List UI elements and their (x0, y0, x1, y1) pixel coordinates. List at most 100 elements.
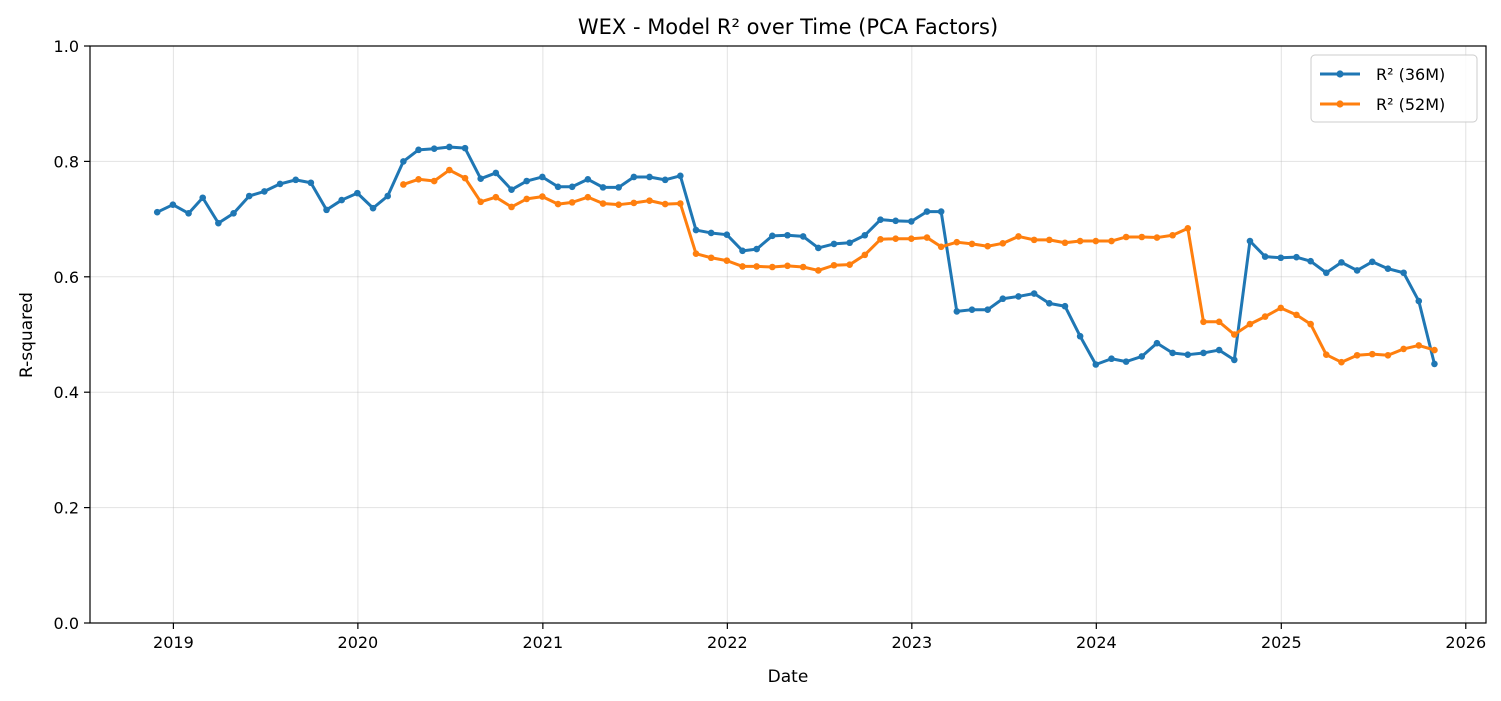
data-point (692, 250, 700, 258)
data-point (1368, 350, 1376, 358)
data-point (1322, 351, 1330, 358)
data-point (1215, 318, 1223, 326)
y-tick-label: 0.4 (54, 383, 79, 402)
data-point (646, 173, 653, 181)
data-point (523, 177, 530, 185)
data-point (753, 263, 760, 270)
data-point (937, 243, 945, 251)
data-point (230, 210, 237, 217)
data-point (1122, 358, 1130, 365)
data-point (1431, 346, 1438, 354)
data-point (661, 200, 669, 208)
data-point (1076, 237, 1084, 245)
data-point (999, 240, 1007, 247)
data-point (584, 175, 592, 183)
data-point (539, 173, 546, 181)
data-point (400, 181, 407, 188)
data-point (877, 235, 884, 243)
data-point (492, 193, 500, 201)
y-tick-label: 1.0 (54, 37, 79, 56)
series-line (401, 168, 1436, 364)
data-point (307, 179, 315, 187)
data-point (1061, 239, 1069, 247)
data-point (1231, 331, 1238, 338)
legend-marker-36m (1336, 70, 1344, 78)
data-point (384, 192, 392, 200)
data-point (415, 175, 422, 183)
data-point (461, 144, 469, 152)
data-point (199, 194, 207, 202)
data-point (877, 216, 884, 223)
data-point (1338, 259, 1345, 266)
x-tick-label: 2023 (891, 633, 932, 652)
series-line (155, 145, 1436, 366)
data-point (615, 201, 622, 208)
data-point (968, 240, 976, 248)
data-point (984, 242, 991, 250)
data-point (323, 206, 330, 214)
data-point (999, 295, 1007, 303)
data-point (1307, 257, 1314, 265)
data-point (707, 254, 715, 262)
data-point (1400, 345, 1407, 353)
data-point (923, 208, 931, 215)
data-point (554, 183, 562, 191)
data-point (539, 193, 546, 200)
data-point (861, 231, 869, 239)
data-point (830, 240, 838, 248)
data-point (215, 219, 222, 227)
data-point (846, 239, 853, 247)
legend: R² (36M) R² (52M) (1310, 54, 1478, 123)
data-point (892, 217, 899, 225)
data-point (1277, 254, 1285, 262)
data-point (1200, 318, 1207, 326)
data-point (769, 232, 776, 240)
data-point (1169, 349, 1176, 357)
series-1 (400, 166, 1438, 366)
x-tick-label: 2026 (1445, 633, 1486, 652)
data-point (554, 200, 562, 208)
legend-item-52m: R² (52M) (1320, 95, 1445, 114)
data-point (1322, 269, 1330, 277)
data-point (953, 238, 961, 246)
y-tick-label: 0.8 (54, 152, 79, 171)
data-point (1015, 293, 1022, 300)
data-point (261, 188, 268, 195)
data-point (492, 169, 500, 177)
data-point (1138, 353, 1146, 360)
data-point (661, 176, 669, 184)
data-point (415, 146, 422, 154)
data-point (1261, 253, 1269, 260)
data-point (1200, 349, 1207, 357)
data-point (153, 208, 161, 216)
data-point (1246, 320, 1254, 328)
data-point (1046, 236, 1053, 244)
data-point (953, 308, 961, 315)
chart-title: WEX - Model R² over Time (PCA Factors) (578, 15, 998, 39)
data-point (968, 306, 976, 313)
data-point (508, 186, 515, 193)
data-point (908, 218, 915, 225)
data-point (1215, 346, 1223, 354)
data-point (430, 145, 438, 153)
data-point (799, 233, 807, 240)
data-point (1092, 361, 1100, 368)
legend-marker-52m (1336, 100, 1344, 108)
data-point (630, 199, 638, 207)
data-point (1353, 351, 1361, 359)
data-point (599, 200, 607, 207)
data-point (568, 199, 576, 206)
data-point (846, 261, 853, 268)
data-point (369, 204, 377, 212)
data-point (739, 263, 746, 270)
data-point (1400, 269, 1407, 277)
data-point (1277, 304, 1285, 312)
data-point (1061, 302, 1069, 310)
data-point (1108, 355, 1115, 363)
data-point (1353, 267, 1361, 274)
data-point (1169, 231, 1176, 239)
data-point (477, 198, 485, 206)
data-point (937, 208, 945, 215)
data-point (1307, 320, 1314, 328)
